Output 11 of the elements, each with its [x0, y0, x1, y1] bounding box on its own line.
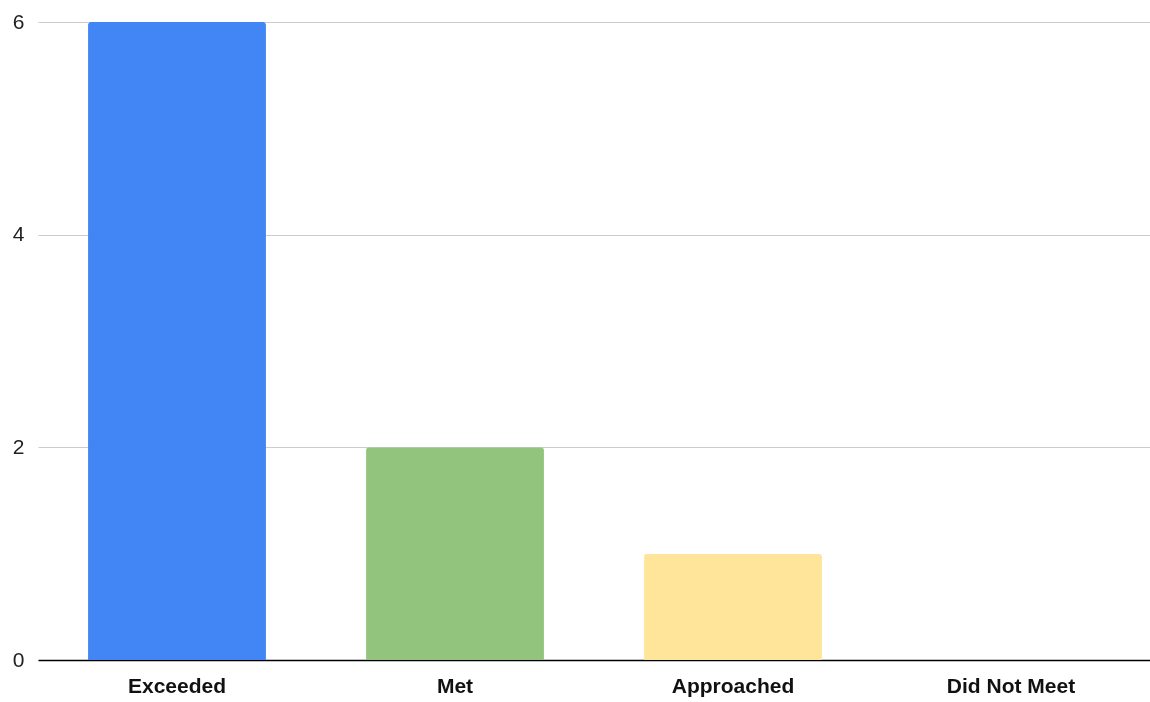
- y-tick-label: 0: [12, 647, 25, 671]
- y-tick-label: 2: [12, 434, 25, 458]
- bar: [366, 447, 544, 660]
- bar: [644, 553, 822, 660]
- x-tick-label: Did Not Meet: [946, 673, 1076, 697]
- x-tick-label: Exceeded: [127, 673, 227, 697]
- y-tick-label: 6: [12, 9, 25, 33]
- bar: [88, 22, 266, 660]
- y-tick-label: 4: [12, 222, 25, 246]
- x-tick-label: Approached: [671, 673, 795, 697]
- x-tick-label: Met: [436, 673, 474, 697]
